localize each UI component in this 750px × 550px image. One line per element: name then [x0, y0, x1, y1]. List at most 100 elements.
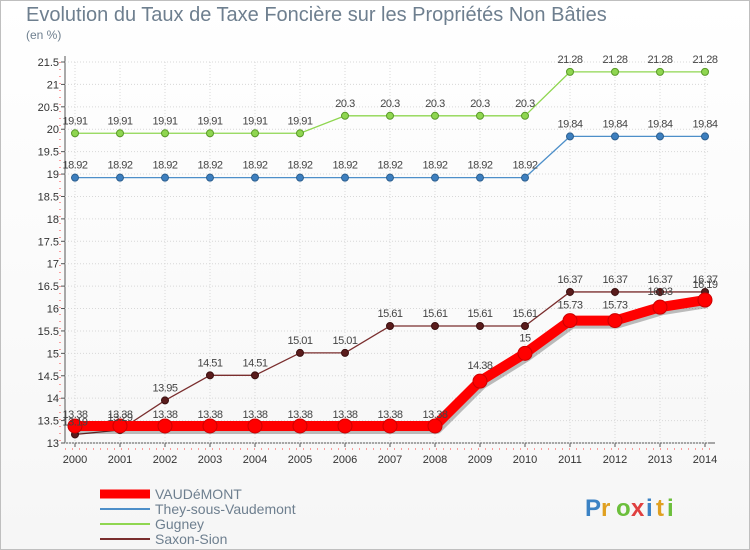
data-point [251, 173, 259, 182]
data-point [71, 129, 79, 138]
data-label: 15.61 [377, 308, 402, 320]
data-label: 16.19 [692, 279, 717, 291]
data-label: 19.91 [107, 115, 132, 127]
data-point [337, 418, 353, 434]
x-tick-label: 2009 [468, 454, 492, 466]
data-label: 16.37 [557, 274, 582, 286]
data-label: 15.01 [332, 335, 357, 347]
data-point [476, 322, 484, 331]
data-label: 19.84 [557, 118, 582, 130]
data-label: 13.38 [422, 409, 447, 421]
data-point [386, 111, 394, 120]
data-label: 18.92 [152, 160, 177, 172]
data-point [521, 173, 529, 182]
data-label: 15.61 [467, 308, 492, 320]
data-label: 18.92 [107, 160, 132, 172]
y-tick-label: 16 [47, 304, 59, 316]
y-tick-label: 20 [47, 124, 59, 136]
data-point [656, 67, 664, 76]
data-label: 21.28 [647, 54, 672, 66]
logo-letter: i [646, 495, 653, 522]
data-label: 18.92 [377, 160, 402, 172]
data-label: 19.84 [647, 118, 672, 130]
data-label: 19.91 [62, 115, 87, 127]
data-point [206, 173, 214, 182]
data-label: 20.3 [425, 98, 445, 110]
data-point [296, 173, 304, 182]
y-tick-label: 17.5 [38, 236, 59, 248]
data-point [116, 129, 124, 138]
data-point [296, 129, 304, 138]
data-label: 20.3 [470, 98, 490, 110]
data-point [386, 322, 394, 331]
y-tick-label: 20.5 [38, 102, 59, 114]
data-point [521, 111, 529, 120]
data-point [296, 348, 304, 357]
data-point [251, 371, 259, 380]
data-label: 18.92 [512, 160, 537, 172]
data-label: 19.84 [602, 118, 627, 130]
data-label: 19.91 [197, 115, 222, 127]
data-point [611, 287, 619, 296]
data-label: 19.91 [152, 115, 177, 127]
data-point [71, 173, 79, 182]
data-label: 15.61 [512, 308, 537, 320]
data-point [161, 129, 169, 138]
data-point [521, 322, 529, 331]
data-label: 13.38 [287, 409, 312, 421]
data-point [161, 396, 169, 405]
data-point [292, 418, 308, 434]
data-label: 20.3 [515, 98, 535, 110]
data-point [427, 418, 443, 434]
logo-letter: t [656, 495, 664, 522]
y-tick-label: 21.5 [38, 57, 59, 69]
data-point [701, 67, 709, 76]
chart-legend: VAUDéMONTThey-sous-VaudemontGugneySaxon-… [100, 486, 296, 547]
data-label: 18.92 [287, 160, 312, 172]
data-label: 13.38 [377, 409, 402, 421]
logo-letter: P [585, 495, 601, 522]
y-tick-label: 18 [47, 214, 59, 226]
data-point [476, 173, 484, 182]
data-label: 18.92 [422, 160, 447, 172]
data-label: 20.3 [335, 98, 355, 110]
y-tick-label: 19.5 [38, 147, 59, 159]
data-point [656, 132, 664, 141]
data-point [562, 313, 578, 329]
data-point [431, 111, 439, 120]
data-point [386, 173, 394, 182]
chart-axes: 13 13.5 14 14.5 15 15.5 16 16.5 17 17.5 18 18.5 19 19… [38, 56, 717, 466]
chart-title: Evolution du Taux de Taxe Foncière sur l… [26, 4, 607, 26]
data-label: 18.92 [332, 160, 357, 172]
data-label: 15.73 [557, 300, 582, 312]
data-point [206, 371, 214, 380]
data-label: 15 [519, 332, 531, 344]
chart-subtitle: (en %) [26, 28, 62, 42]
data-label: 14.51 [242, 357, 267, 369]
data-label: 19.84 [692, 118, 717, 130]
data-point [431, 173, 439, 182]
data-label: 15.01 [287, 335, 312, 347]
x-tick-label: 2010 [513, 454, 537, 466]
data-point [701, 132, 709, 141]
data-point [566, 132, 574, 141]
data-label: 16.37 [692, 274, 717, 286]
y-tick-label: 21 [47, 79, 59, 91]
y-tick-label: 18.5 [38, 191, 59, 203]
data-point [566, 287, 574, 296]
data-label: 15.61 [422, 308, 447, 320]
y-tick-label: 19 [47, 169, 59, 181]
y-tick-label: 13.5 [38, 416, 59, 428]
y-tick-label: 16.5 [38, 281, 59, 293]
data-point [202, 418, 218, 434]
x-tick-label: 2007 [378, 454, 402, 466]
data-point [161, 173, 169, 182]
data-point [697, 292, 713, 308]
legend-label: They-sous-Vaudemont [155, 501, 296, 517]
x-tick-label: 2002 [153, 454, 177, 466]
data-label: 14.38 [467, 360, 492, 372]
data-point [382, 418, 398, 434]
data-label: 13.95 [152, 382, 177, 394]
